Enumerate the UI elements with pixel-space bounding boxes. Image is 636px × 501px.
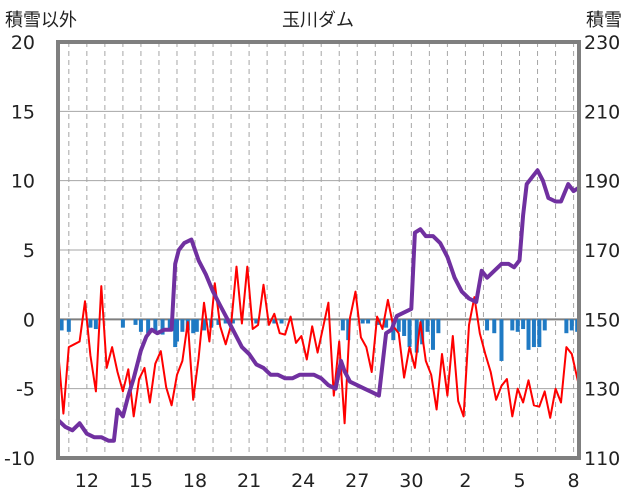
precip-bar (436, 319, 441, 334)
precip-bar (138, 319, 143, 332)
precip-bar (542, 319, 547, 331)
precip-bar (531, 319, 536, 348)
precip-bar (180, 319, 185, 332)
right-tick-label: 230 (584, 32, 620, 54)
precip-bar (564, 319, 569, 334)
precip-bar (160, 319, 165, 335)
right-tick-label: 110 (584, 448, 620, 470)
left-tick-label: -10 (4, 448, 35, 470)
left-tick-label: -5 (16, 379, 35, 401)
left-axis-title: 積雪以外 (5, 10, 77, 31)
x-tick-label: 30 (399, 470, 423, 492)
precip-bar (174, 319, 179, 342)
x-tick-label: 5 (513, 470, 525, 492)
precip-bar (93, 319, 98, 330)
precip-bar (485, 319, 490, 331)
precip-bar (425, 319, 430, 332)
x-tick-label: 15 (129, 470, 153, 492)
chart-title: 玉川ダム (282, 10, 354, 31)
x-tick-label: 24 (291, 470, 315, 492)
precip-bar (153, 319, 158, 332)
left-tick-label: 20 (11, 32, 35, 54)
precip-bar (120, 319, 125, 328)
right-axis-title: 積雪 (586, 10, 622, 31)
right-tick-label: 170 (584, 240, 620, 262)
x-tick-label: 21 (237, 470, 261, 492)
precip-bar (537, 319, 542, 348)
precip-bar (499, 319, 504, 361)
precip-bar (191, 319, 196, 334)
precip-bar (346, 319, 351, 341)
precip-bar (230, 319, 235, 324)
precip-bar (407, 319, 412, 348)
precip-bar (340, 319, 345, 331)
x-tick-label: 18 (183, 470, 207, 492)
x-tick-label: 2 (459, 470, 471, 492)
precip-bar (515, 319, 520, 332)
precip-bar (384, 319, 389, 328)
precip-bar (146, 319, 151, 334)
x-tick-label: 27 (345, 470, 369, 492)
precip-bar (279, 319, 284, 324)
precip-bar (66, 319, 71, 332)
precip-bar (510, 319, 515, 331)
precip-bar (414, 319, 419, 353)
precip-bar (396, 319, 401, 332)
right-tick-label: 150 (584, 309, 620, 331)
left-tick-label: 5 (23, 240, 35, 262)
precip-bar (402, 319, 407, 336)
precip-bar (526, 319, 531, 350)
precip-bar (521, 319, 526, 330)
precip-bar (202, 319, 207, 331)
left-tick-label: 10 (11, 171, 35, 193)
precip-bar (133, 319, 138, 325)
plot-frame (56, 40, 581, 460)
right-tick-label: 130 (584, 379, 620, 401)
precip-bar (272, 319, 277, 324)
precip-bar (59, 319, 64, 331)
temperature-line (57, 265, 580, 425)
precip-bar (167, 319, 172, 331)
precip-bar (216, 319, 221, 325)
precip-bar (430, 319, 435, 350)
precip-bar (88, 319, 93, 328)
precip-bar (569, 319, 574, 331)
snow-depth-line (56, 168, 581, 443)
precip-bar (366, 319, 371, 324)
series-lines (56, 168, 581, 443)
right-tick-label: 210 (584, 101, 620, 123)
left-tick-label: 15 (11, 101, 35, 123)
precip-bar (223, 319, 228, 324)
x-tick-label: 8 (568, 470, 580, 492)
precip-bar (254, 319, 259, 324)
right-tick-label: 190 (584, 171, 620, 193)
precip-bar (492, 319, 497, 334)
precip-bar (194, 319, 199, 332)
left-tick-label: 0 (23, 309, 35, 331)
x-tick-label: 12 (75, 470, 99, 492)
precip-bar (360, 319, 365, 324)
